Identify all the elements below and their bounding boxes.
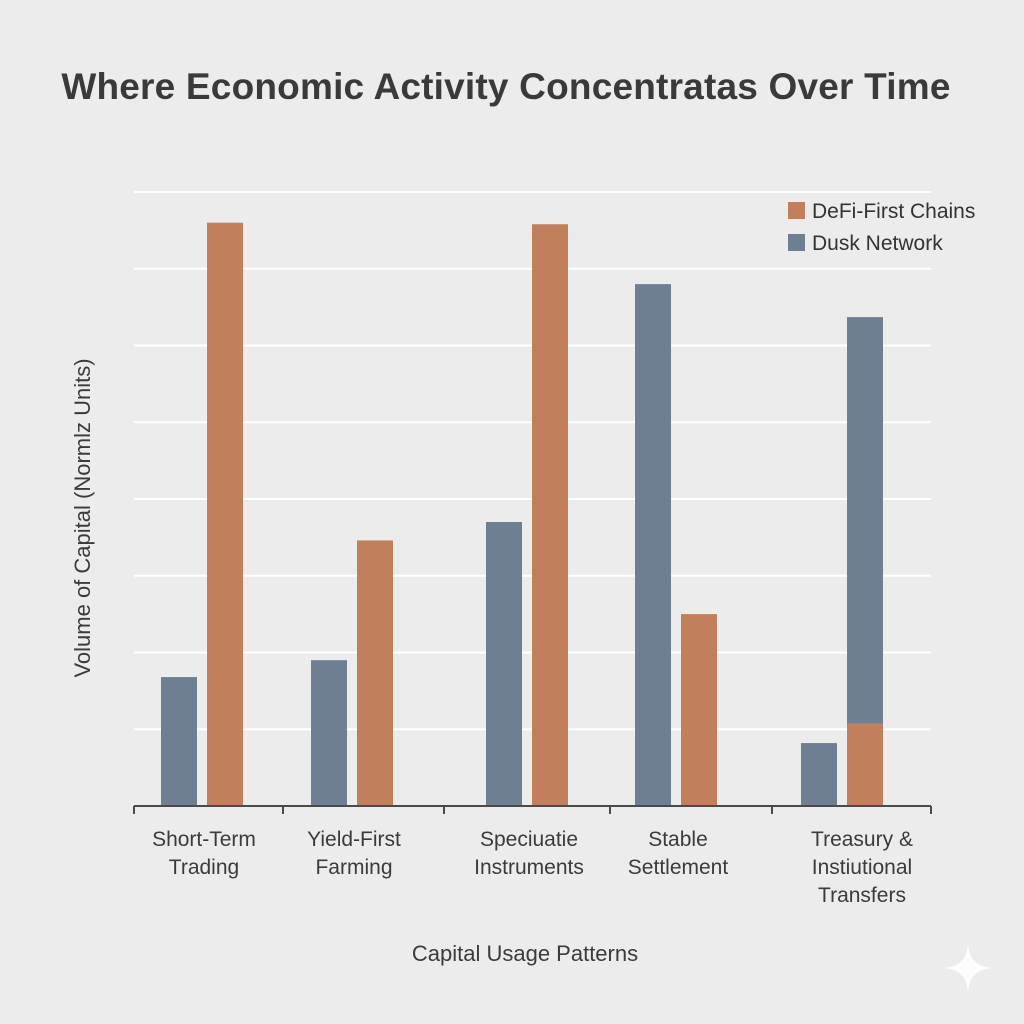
bar-dusk-yield-first-farming [311,660,347,806]
x-tick-label-stable-settlement: Stable Settlement [628,828,729,879]
chart-title: Where Economic Activity Concentratas Ove… [61,66,951,107]
x-tick-label-line: Instruments [474,856,584,879]
x-tick-label-line: Speciuatie [480,828,578,851]
x-tick-label-line: Farming [315,856,392,879]
x-tick-label-line: Instiutional [812,856,912,879]
x-tick-label-line: Trading [169,856,239,879]
bar-dusk-stable-settlement [635,284,671,807]
bar-dusk-speciuatie-instruments [486,522,522,806]
x-tick-label-treasury-instiutional-transfers: Treasury & Instiutional Transfers [811,828,913,907]
x-tick-label-short-term-trading: Short-Term Trading [152,828,256,879]
bar-dusk-short-term-trading [161,677,197,806]
x-tick-label-line: Short-Term [152,828,256,851]
bar-defi-stable-settlement [681,614,717,806]
y-axis-label: Volume of Capital (Normlz Units) [70,358,95,677]
x-tick-labels: Short-Term Trading Yield-First Farming Speci… [152,828,913,907]
x-tick-label-line: Transfers [818,884,906,907]
x-tick-label-speciuatie-instruments: Speciuatie Instruments [474,828,584,879]
x-tick-label-yield-first-farming: Yield-First Farming [307,828,401,879]
bar-defi-treasury-instiutional-transfers [847,723,883,806]
legend-label-defi: DeFi-First Chains [812,200,975,223]
bar-dusk-treasury-instiutional-transfers [801,743,837,806]
x-tick-label-line: Treasury & [811,828,913,851]
bars [161,222,883,807]
x-tick-label-line: Yield-First [307,828,401,851]
bar-dusk-stacked-treasury-instiutional-transfers [847,317,883,724]
x-tick-label-line: Stable [648,828,708,851]
legend-swatch-defi [788,202,805,219]
bar-defi-speciuatie-instruments [532,224,568,807]
legend-label-dusk: Dusk Network [812,232,943,255]
bar-defi-yield-first-farming [357,540,393,806]
x-tick-label-line: Settlement [628,856,729,879]
legend-swatch-dusk [788,234,805,251]
x-axis [133,805,932,814]
bar-defi-short-term-trading [207,222,243,806]
legend: DeFi-First Chains Dusk Network [788,200,975,255]
sparkle-icon [944,944,992,992]
x-axis-label: Capital Usage Patterns [412,941,638,966]
